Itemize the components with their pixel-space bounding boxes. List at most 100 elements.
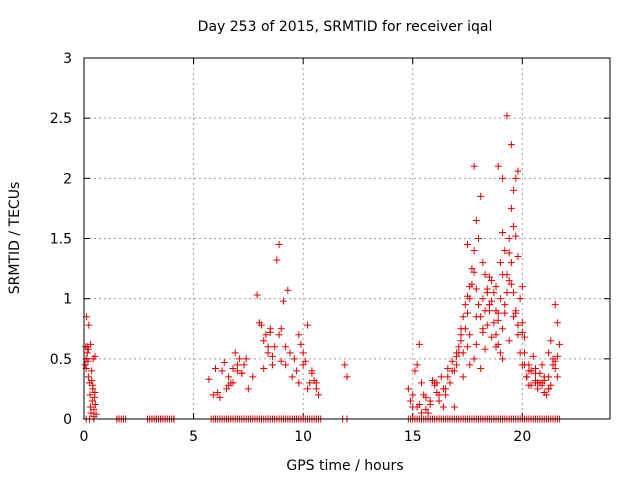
data-point bbox=[435, 391, 443, 399]
data-point bbox=[288, 373, 296, 381]
data-point bbox=[510, 186, 518, 194]
data-point bbox=[485, 301, 493, 309]
data-point bbox=[538, 379, 546, 387]
data-point bbox=[295, 331, 303, 339]
data-point bbox=[496, 349, 504, 357]
data-point bbox=[268, 352, 276, 360]
data-point bbox=[501, 247, 509, 255]
data-point bbox=[475, 235, 482, 242]
data-point bbox=[547, 381, 555, 389]
data-point bbox=[507, 204, 515, 212]
x-tick-label: 15 bbox=[404, 429, 422, 445]
data-point bbox=[444, 364, 452, 372]
data-point bbox=[470, 355, 478, 363]
data-point bbox=[284, 286, 292, 294]
data-point bbox=[297, 340, 305, 348]
data-point bbox=[258, 321, 266, 329]
data-point bbox=[521, 333, 529, 341]
data-point bbox=[236, 355, 244, 363]
data-point bbox=[540, 389, 548, 397]
data-point bbox=[477, 364, 485, 372]
data-point bbox=[540, 373, 548, 381]
data-point bbox=[488, 297, 496, 305]
data-point bbox=[275, 331, 283, 339]
data-point bbox=[466, 295, 474, 303]
data-point bbox=[225, 373, 233, 381]
data-points bbox=[81, 112, 564, 423]
data-point bbox=[260, 337, 268, 345]
data-point bbox=[299, 349, 307, 357]
data-point bbox=[503, 112, 511, 120]
data-point bbox=[457, 337, 465, 345]
data-point bbox=[415, 340, 423, 348]
data-point bbox=[499, 355, 507, 363]
data-point bbox=[470, 247, 478, 255]
data-point bbox=[295, 379, 303, 387]
data-point bbox=[494, 162, 502, 170]
data-point bbox=[448, 357, 456, 365]
data-point bbox=[518, 361, 526, 369]
data-point bbox=[312, 379, 320, 387]
data-point bbox=[286, 349, 294, 357]
data-point bbox=[85, 321, 93, 329]
data-point bbox=[551, 357, 559, 365]
data-point bbox=[275, 241, 283, 249]
data-point bbox=[545, 349, 553, 357]
data-point bbox=[505, 235, 513, 242]
data-point bbox=[512, 309, 520, 317]
y-tick-label: 2.5 bbox=[50, 111, 72, 127]
data-point bbox=[315, 391, 323, 399]
data-point bbox=[514, 331, 522, 339]
data-point bbox=[304, 321, 312, 329]
data-point bbox=[271, 343, 279, 351]
data-point bbox=[516, 295, 524, 303]
data-point bbox=[268, 361, 276, 369]
data-point bbox=[457, 331, 465, 339]
data-point bbox=[512, 232, 520, 240]
data-point bbox=[86, 391, 94, 399]
data-point bbox=[553, 373, 561, 381]
data-point bbox=[87, 409, 95, 417]
data-point bbox=[492, 331, 500, 339]
y-tick-label: 2 bbox=[63, 171, 72, 187]
data-point bbox=[84, 357, 92, 365]
data-point bbox=[525, 361, 533, 369]
data-point bbox=[209, 391, 217, 399]
data-point bbox=[260, 364, 268, 372]
data-point bbox=[301, 357, 309, 365]
data-point bbox=[216, 393, 224, 401]
data-point bbox=[510, 313, 518, 321]
data-point bbox=[455, 343, 463, 351]
data-point bbox=[483, 321, 491, 329]
data-point bbox=[490, 319, 498, 327]
data-point bbox=[308, 369, 316, 377]
data-point bbox=[91, 401, 99, 409]
axis-ticks: 0 0.5 1 1.5 2 2.5 3 0 5 10 15 20 bbox=[50, 51, 610, 445]
data-point bbox=[466, 361, 474, 369]
data-point bbox=[240, 361, 248, 369]
data-point bbox=[514, 321, 522, 329]
data-point bbox=[220, 358, 228, 366]
data-point bbox=[453, 361, 461, 369]
data-point bbox=[514, 167, 522, 175]
data-point bbox=[545, 385, 553, 393]
data-point bbox=[496, 295, 504, 303]
data-point bbox=[472, 340, 480, 348]
data-point bbox=[91, 352, 99, 360]
data-point bbox=[547, 337, 555, 345]
data-point bbox=[273, 256, 281, 264]
data-point bbox=[437, 373, 445, 381]
data-point bbox=[518, 328, 526, 336]
data-point bbox=[518, 283, 526, 291]
data-point bbox=[459, 373, 467, 381]
data-point bbox=[549, 361, 557, 369]
data-point bbox=[468, 280, 476, 288]
data-point bbox=[475, 301, 482, 309]
data-point bbox=[422, 393, 430, 401]
data-point bbox=[83, 343, 91, 351]
data-point bbox=[521, 349, 529, 357]
data-point bbox=[409, 391, 417, 399]
data-point bbox=[418, 379, 426, 387]
data-point bbox=[507, 259, 515, 267]
